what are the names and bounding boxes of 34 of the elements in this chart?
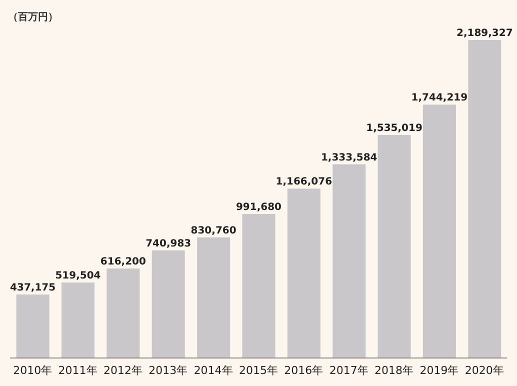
x-tick-label: 2012年	[103, 364, 142, 377]
x-tick-label: 2010年	[13, 364, 52, 377]
x-tick-label: 2018年	[374, 364, 414, 377]
bar	[106, 268, 140, 358]
data-label: 2,189,327	[456, 28, 513, 39]
data-label: 519,504	[55, 270, 101, 282]
x-tick-label: 2013年	[148, 364, 188, 377]
data-label: 1,535,019	[366, 123, 422, 134]
x-tick-label: 2016年	[284, 364, 324, 377]
x-tick-label: 2014年	[194, 364, 233, 377]
bar	[16, 294, 50, 358]
bar	[468, 40, 502, 358]
x-tick-label: 2017年	[329, 364, 368, 377]
data-label: 616,200	[100, 256, 146, 268]
y-axis-title: （百万円）	[8, 11, 58, 24]
data-label: 991,680	[236, 202, 282, 213]
bar	[152, 250, 185, 358]
bar	[62, 282, 95, 358]
x-tick-label: 2011年	[58, 364, 98, 377]
data-label: 1,166,076	[276, 176, 332, 188]
data-label: 1,333,584	[320, 152, 378, 164]
bar	[242, 214, 276, 358]
bar	[287, 188, 320, 358]
data-label: 830,760	[190, 225, 236, 236]
x-tick-label: 2015年	[239, 364, 278, 377]
bar	[378, 135, 411, 358]
data-label: 740,983	[146, 238, 192, 250]
x-tick-label: 2019年	[420, 364, 459, 377]
x-tick-label: 2020年	[464, 364, 504, 377]
data-label: 1,744,219	[411, 92, 468, 104]
bar	[197, 237, 230, 358]
data-label: 437,175	[10, 282, 56, 294]
bar	[422, 104, 456, 358]
bar	[332, 164, 366, 358]
